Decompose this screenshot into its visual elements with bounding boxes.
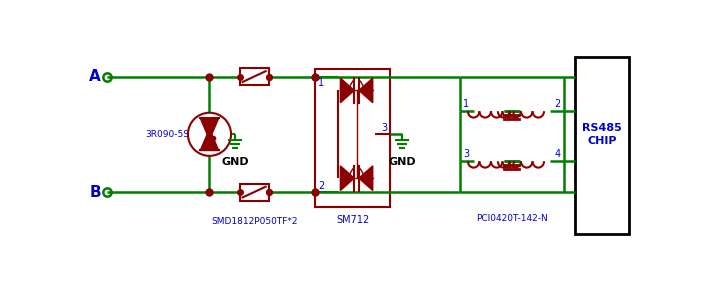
Text: 4: 4 [554,149,561,159]
Text: PCI0420T-142-N: PCI0420T-142-N [476,214,548,223]
Bar [240,184,269,201]
Text: 1: 1 [318,78,325,88]
Bar [315,69,390,207]
Text: 2: 2 [318,180,325,190]
Text: GND: GND [221,157,249,167]
Polygon shape [359,166,373,190]
Text: SM712: SM712 [336,215,369,225]
Text: SMD1812P050TF*2: SMD1812P050TF*2 [211,217,298,226]
Text: 2: 2 [554,99,561,109]
Text: A: A [89,69,101,84]
Polygon shape [340,78,354,103]
Bar [240,68,269,85]
Polygon shape [359,78,373,103]
Text: GND: GND [388,157,416,167]
Text: 1: 1 [463,99,469,109]
Text: 3R090-5S: 3R090-5S [145,130,189,139]
Polygon shape [340,166,354,190]
Text: 3: 3 [463,149,469,159]
Text: B: B [89,185,101,200]
Text: 3: 3 [381,123,387,133]
Polygon shape [200,129,218,150]
Bar [575,57,629,234]
Text: RS485
CHIP: RS485 CHIP [583,123,622,146]
Polygon shape [200,118,218,140]
Circle shape [188,113,231,156]
